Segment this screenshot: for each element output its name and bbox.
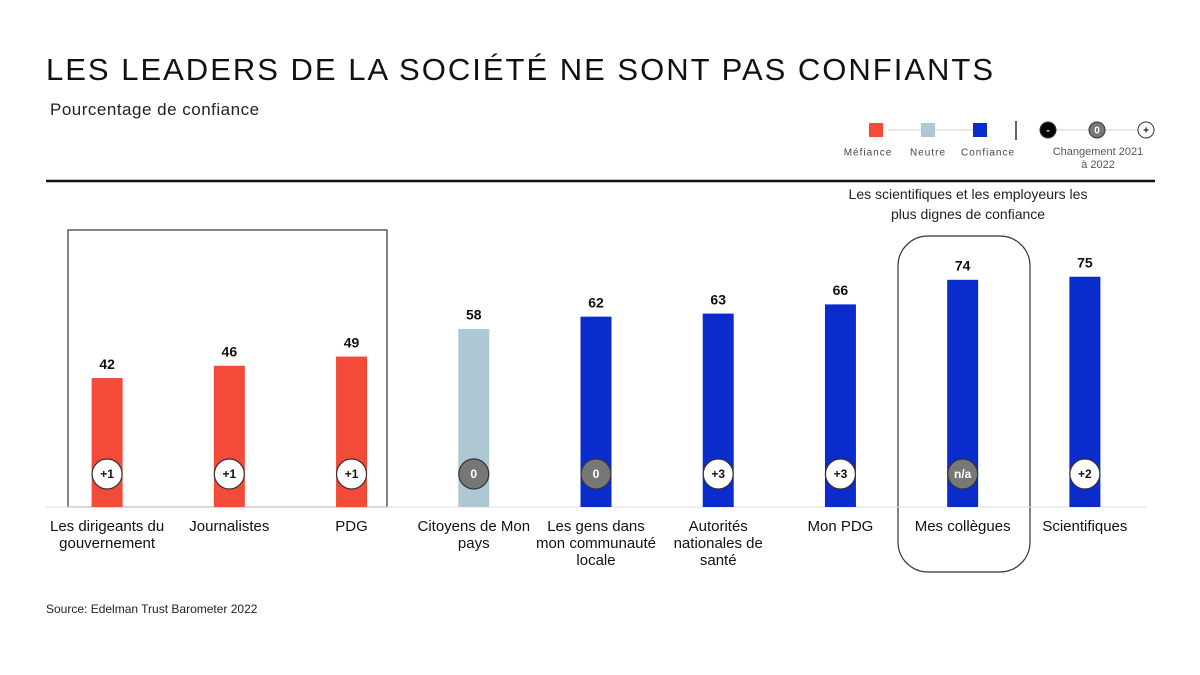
x-tick-label: Journalistes: [189, 518, 270, 535]
change-badge: [213, 458, 245, 490]
legend-change-icon: [1088, 121, 1106, 139]
highlight-box: [897, 235, 1031, 573]
change-label: +2: [1078, 467, 1092, 481]
x-tick-label: Mes collègues: [914, 518, 1011, 535]
legend-change-symbol: -: [1046, 126, 1049, 137]
change-label: +1: [345, 467, 359, 481]
change-badge: [824, 458, 857, 490]
annotation: Les scientifiques et les employeurs les …: [848, 186, 1088, 222]
legend-change-icon: [1039, 121, 1057, 139]
legend-change-symbol: 0: [1094, 126, 1100, 137]
legend-change-icon: [1137, 121, 1155, 139]
change-badge: [91, 458, 123, 490]
x-tick-label: Mon PDG: [807, 518, 874, 535]
change-label: +3: [834, 467, 848, 481]
legend-label: Méfiance: [844, 148, 893, 159]
x-tick-label: Autorités nationales de santé: [673, 518, 763, 569]
value-label: 66: [833, 282, 849, 298]
change-badge: [702, 458, 734, 490]
value-label: 42: [99, 356, 115, 372]
value-label: 74: [955, 258, 971, 274]
change-label: 0: [470, 467, 477, 481]
x-tick-label: Les dirigeants du gouvernement: [49, 518, 165, 552]
legend-change-label: Changement 2021 à 2022: [1052, 146, 1144, 171]
x-tick-label: Les gens dans mon communauté locale: [535, 518, 657, 569]
change-badge: [580, 458, 612, 490]
legend-swatch: [921, 123, 935, 137]
legend-swatch: [973, 123, 987, 137]
value-label: 62: [588, 294, 604, 310]
legend-swatch: [869, 123, 883, 137]
change-label: +1: [100, 467, 114, 481]
x-tick-label: PDG: [335, 518, 368, 535]
value-label: 49: [344, 334, 360, 350]
value-label: 63: [710, 291, 726, 307]
value-label: 75: [1077, 254, 1093, 270]
change-badge: [947, 458, 979, 490]
change-label: +1: [222, 467, 236, 481]
change-label: +3: [711, 467, 725, 481]
change-badge: [1069, 458, 1101, 490]
change-label: n/a: [954, 467, 972, 481]
value-label: 46: [222, 343, 238, 359]
chart-subtitle: Pourcentage de confiance: [50, 100, 260, 119]
legend-label: Neutre: [910, 148, 946, 159]
legend-change-symbol: +: [1143, 126, 1149, 137]
value-label: 58: [466, 307, 482, 323]
change-badge: [458, 458, 490, 490]
change-badge: [335, 458, 368, 490]
x-tick-label: Scientifiques: [1042, 518, 1128, 535]
source: Source: Edelman Trust Barometer 2022: [46, 602, 258, 616]
legend-label: Confiance: [961, 148, 1015, 159]
chart-title: LES LEADERS DE LA SOCIÉTÉ NE SONT PAS CO…: [46, 52, 996, 87]
change-label: 0: [593, 467, 600, 481]
x-tick-label: Citoyens de Mon pays: [417, 518, 531, 552]
